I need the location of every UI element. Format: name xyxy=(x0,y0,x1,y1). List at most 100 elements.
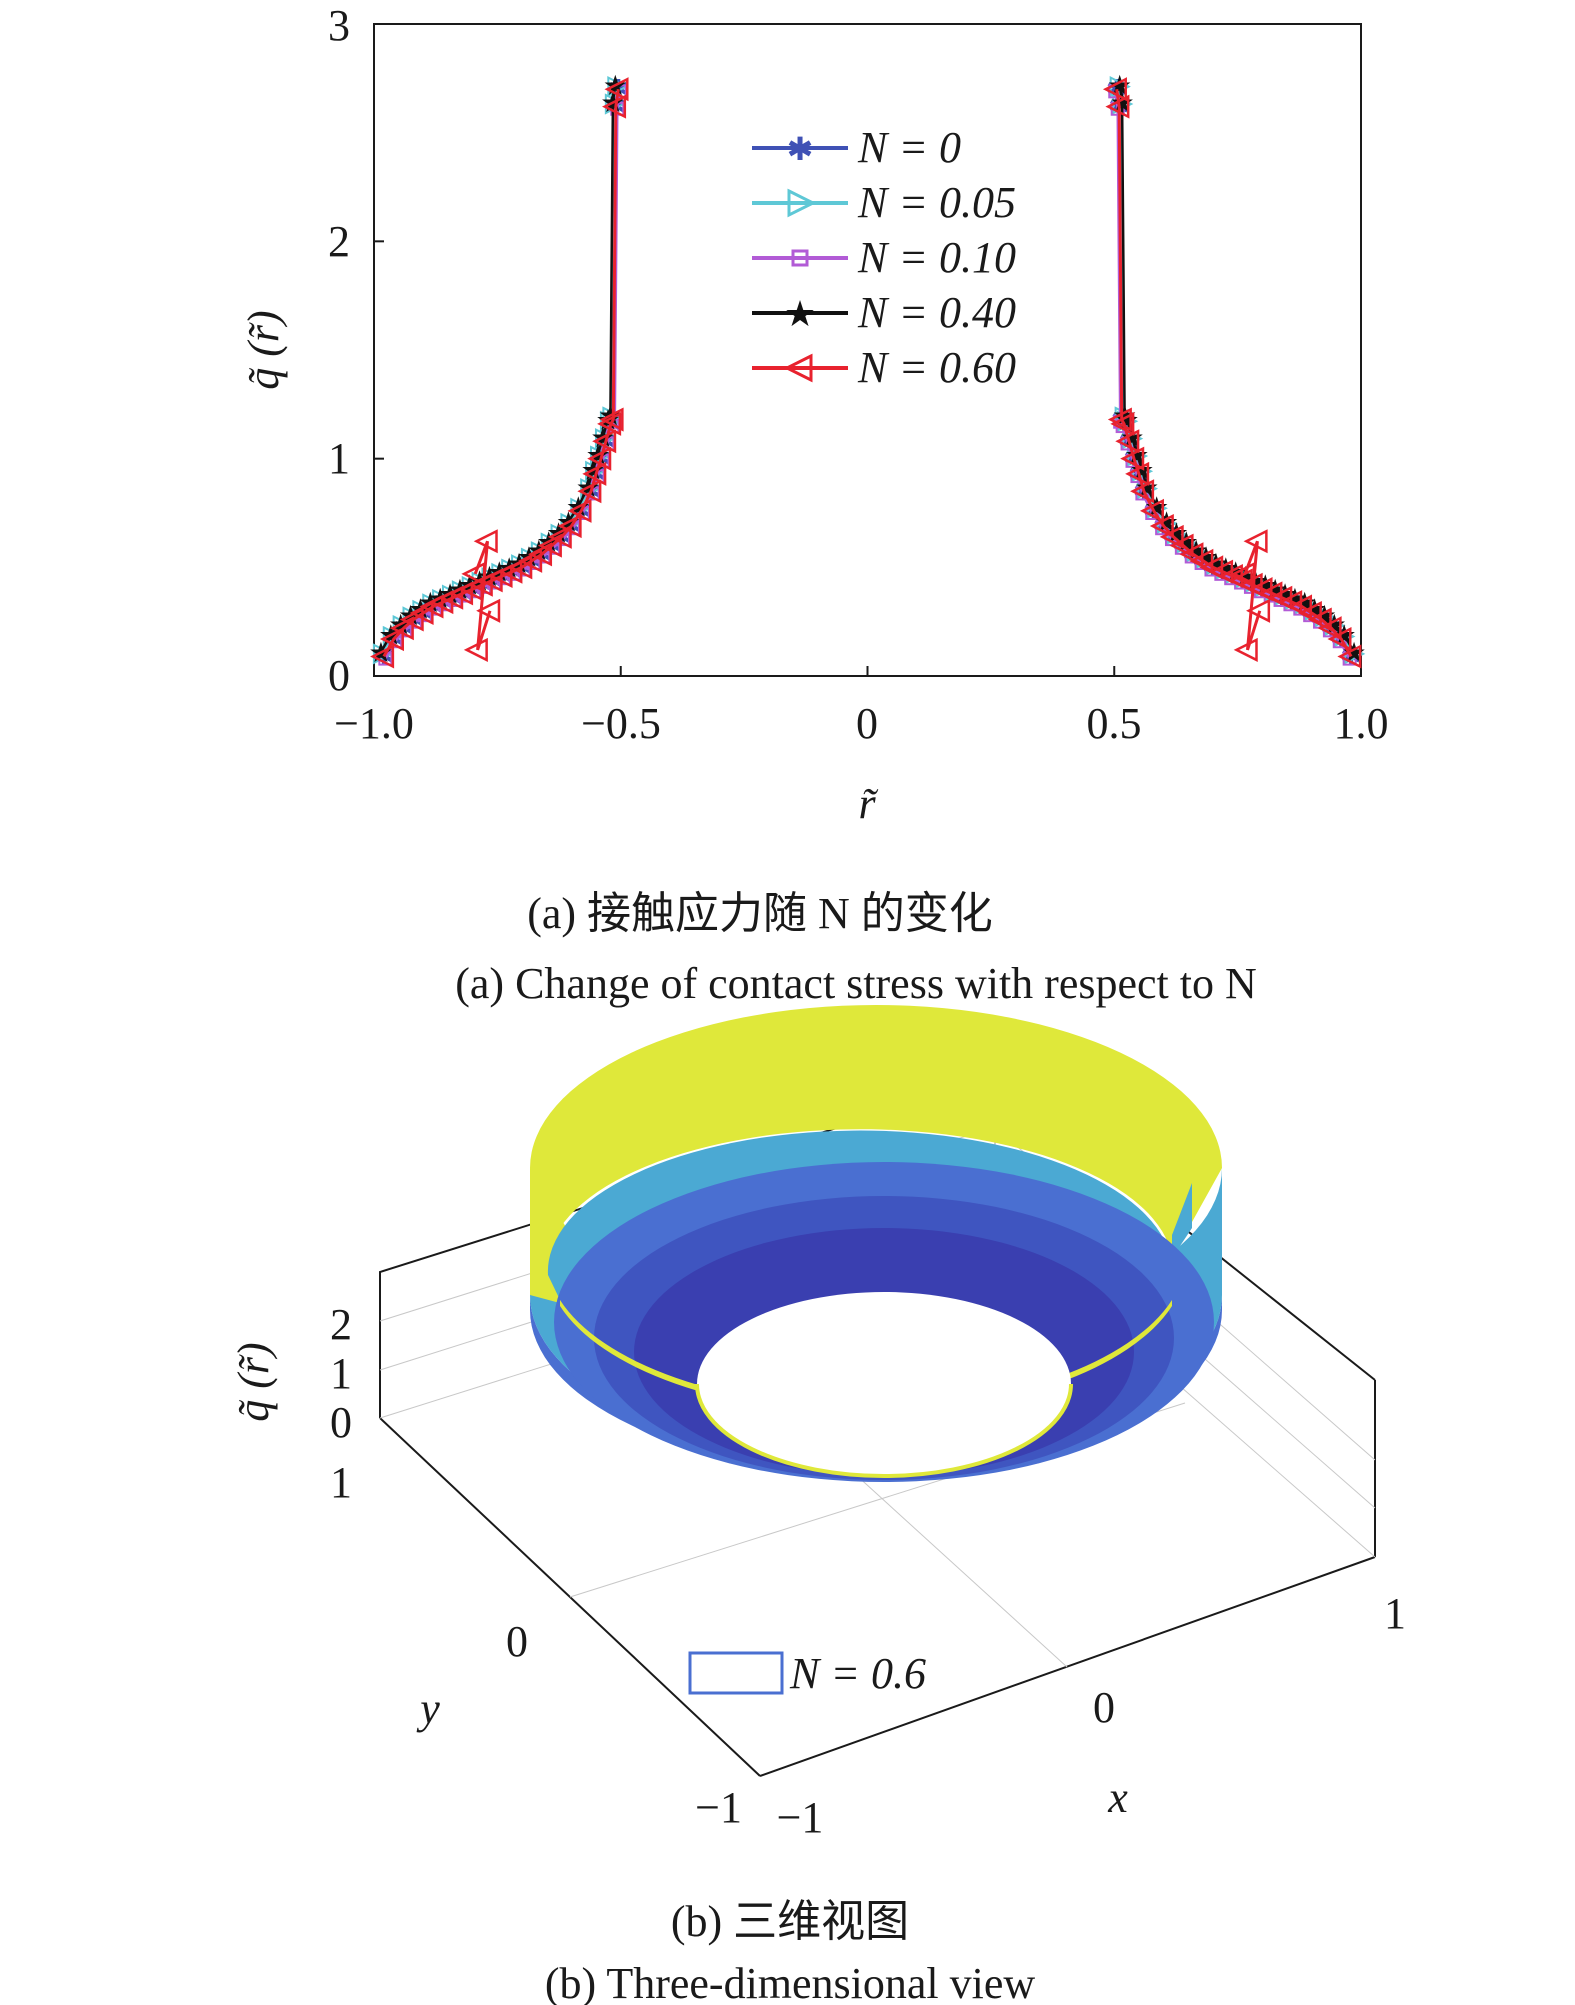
data-point xyxy=(399,607,424,632)
chart-b-xlabel: x xyxy=(1107,1773,1128,1822)
data-point xyxy=(1115,429,1140,454)
data-point xyxy=(389,616,414,641)
chart-b-xtick-label: −1 xyxy=(777,1793,824,1842)
data-point xyxy=(476,598,501,623)
data-point xyxy=(604,77,629,102)
chart-b-legend: N = 0.6 xyxy=(688,1649,926,1698)
ring-hole xyxy=(697,1292,1071,1476)
data-point xyxy=(1125,461,1150,486)
chart-a-xtick-marks xyxy=(373,666,1362,676)
chart-b-ztick-label: 1 xyxy=(330,1349,352,1398)
data-point xyxy=(1110,411,1135,436)
data-point xyxy=(473,529,498,554)
legend-label: N = 0.40 xyxy=(857,288,1016,337)
data-point xyxy=(557,514,582,539)
series-5-spike xyxy=(1231,529,1271,662)
chart-a-xtick-label: 0 xyxy=(856,699,878,748)
data-point xyxy=(1130,479,1155,504)
data-point xyxy=(597,411,622,436)
data-point xyxy=(527,542,553,567)
chart-a-xlabel: r̃ xyxy=(858,779,878,828)
chart-a: ✱✱✱✱✱✱✱✱✱✱✱✱✱✱✱✱✱✱✱✱✱✱✱✱✱✱✱✱✱✱✱✱✱✱✱✱✱✱✱✱… xyxy=(239,1,1389,1008)
chart-b-ylabel: y xyxy=(416,1684,440,1733)
legend-marker-star: ★ xyxy=(784,294,816,334)
chart-b-ytick-label: −1 xyxy=(695,1783,742,1832)
chart-b-zlabel: q̃ (r̃) xyxy=(229,1342,278,1421)
chart-a-ytick-label: 0 xyxy=(328,651,350,700)
data-point xyxy=(1337,644,1362,669)
data-point xyxy=(547,524,572,549)
chart-b-ztick-label: 2 xyxy=(330,1300,352,1349)
chart-a-ylabel: q̃ (r̃) xyxy=(239,310,288,389)
chart-a-series-group: ✱✱✱✱✱✱✱✱✱✱✱✱✱✱✱✱✱✱✱✱✱✱✱✱✱✱✱✱✱✱✱✱✱✱✱✱✱✱✱✱… xyxy=(368,71,1366,672)
data-point xyxy=(1233,637,1258,662)
chart-a-legend: ✱ N = 0 N = 0.05 N = 0.10 ★ N = 0.40 xyxy=(752,123,1016,392)
data-point xyxy=(1231,561,1256,586)
data-point xyxy=(587,446,612,471)
chart-a-caption-zh: (a) 接触应力随 N 的变化 xyxy=(527,889,993,938)
ring-inner-wall-mid xyxy=(547,1130,1172,1300)
chart-a-ytick-label: 3 xyxy=(328,1,350,50)
chart-a-xtick-label: 0.5 xyxy=(1087,699,1142,748)
ring-hole-lip xyxy=(695,1383,1073,1478)
data-point xyxy=(379,627,404,652)
data-point xyxy=(1246,598,1271,623)
legend-label: N = 0 xyxy=(857,123,961,172)
data-point xyxy=(370,644,395,669)
chart-a-ytick-label: 2 xyxy=(328,217,350,266)
legend-label: N = 0.6 xyxy=(789,1649,926,1698)
chart-b-xtick-label: 1 xyxy=(1384,1589,1406,1638)
data-point xyxy=(567,498,592,523)
data-point xyxy=(537,533,562,558)
data-point xyxy=(599,407,624,432)
data-point xyxy=(461,561,486,586)
legend-label: N = 0.60 xyxy=(857,343,1016,392)
chart-a-plot-area: ✱✱✱✱✱✱✱✱✱✱✱✱✱✱✱✱✱✱✱✱✱✱✱✱✱✱✱✱✱✱✱✱✱✱✱✱✱✱✱✱… xyxy=(368,23,1367,677)
data-point xyxy=(1102,77,1127,102)
data-point xyxy=(1139,498,1164,523)
legend-item: ★ N = 0.40 xyxy=(752,288,1016,337)
legend-label: N = 0.10 xyxy=(857,233,1016,282)
spike-line xyxy=(1243,540,1262,651)
chart-a-ytick-label: 1 xyxy=(328,434,350,483)
ring-seam xyxy=(1172,1183,1192,1258)
data-point xyxy=(1120,446,1145,471)
chart-b-xtick-label: 0 xyxy=(1093,1683,1115,1732)
data-point xyxy=(602,94,627,119)
legend-marker-asterisk: ✱ xyxy=(787,131,814,167)
legend-marker-square xyxy=(791,249,809,267)
data-point xyxy=(577,479,602,504)
ring-inner-wall-high xyxy=(530,1005,1222,1275)
chart-a-xtick-label: −1.0 xyxy=(334,699,414,748)
data-point xyxy=(1107,407,1132,432)
legend-item: N = 0.05 xyxy=(752,178,1016,227)
data-point xyxy=(463,637,488,662)
data-point xyxy=(1243,529,1268,554)
chart-b-ytick-label: 0 xyxy=(506,1617,528,1666)
legend-marker-triangle-right xyxy=(787,188,817,218)
series-line xyxy=(1118,84,1356,653)
chart-b-ring-surface xyxy=(530,1005,1222,1482)
legend-label: N = 0.05 xyxy=(857,178,1016,227)
data-point xyxy=(508,555,533,580)
chart-b-caption-zh: (b) 三维视图 xyxy=(671,1897,909,1946)
chart-a-ytick-marks xyxy=(374,23,384,677)
data-point xyxy=(409,600,434,625)
data-point xyxy=(592,429,617,454)
chart-b-caption-en: (b) Three-dimensional view xyxy=(545,1959,1036,2005)
legend-marker-triangle-left xyxy=(783,353,813,383)
data-point xyxy=(1105,94,1130,119)
data-point xyxy=(518,548,543,573)
legend-swatch xyxy=(688,1651,784,1695)
legend-item: ✱ N = 0 xyxy=(752,123,961,172)
legend-item: N = 0.10 xyxy=(752,233,1016,282)
chart-a-xtick-label: 1.0 xyxy=(1334,699,1389,748)
data-point xyxy=(582,461,607,486)
chart-b-ztick-label: 0 xyxy=(330,1398,352,1447)
series-5 xyxy=(370,77,1362,669)
chart-a-caption-en: (a) Change of contact stress with respec… xyxy=(455,959,1257,1008)
spike-line xyxy=(473,540,492,651)
series-5-spike xyxy=(461,529,501,662)
chart-b-ytick-label: 1 xyxy=(330,1458,352,1507)
